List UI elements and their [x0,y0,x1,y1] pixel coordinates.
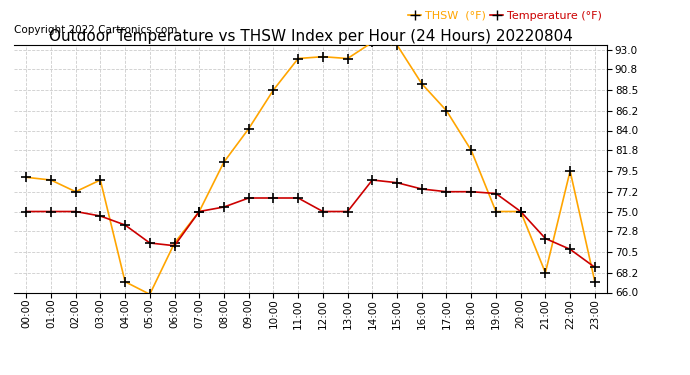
THSW  (°F) [442,108,451,113]
Temperature (°F) [368,178,377,182]
THSW  (°F) [146,292,154,297]
THSW  (°F) [541,270,549,275]
Temperature (°F) [442,189,451,194]
THSW  (°F) [220,160,228,164]
THSW  (°F) [22,175,30,180]
THSW  (°F) [47,178,55,182]
Line: Temperature (°F): Temperature (°F) [21,175,600,272]
Temperature (°F) [47,209,55,214]
THSW  (°F) [96,178,104,182]
THSW  (°F) [294,56,302,61]
THSW  (°F) [467,148,475,153]
Temperature (°F) [146,241,154,245]
THSW  (°F) [566,169,574,173]
Temperature (°F) [492,191,500,196]
Line: THSW  (°F): THSW (°F) [21,38,600,299]
Temperature (°F) [344,209,352,214]
Temperature (°F) [393,180,401,185]
Temperature (°F) [319,209,327,214]
Temperature (°F) [417,187,426,191]
THSW  (°F) [368,40,377,45]
Temperature (°F) [467,189,475,194]
Temperature (°F) [591,265,599,270]
Temperature (°F) [195,209,204,214]
THSW  (°F) [72,189,80,194]
THSW  (°F) [244,126,253,131]
Title: Outdoor Temperature vs THSW Index per Hour (24 Hours) 20220804: Outdoor Temperature vs THSW Index per Ho… [48,29,573,44]
Temperature (°F) [517,209,525,214]
THSW  (°F) [393,43,401,47]
THSW  (°F) [591,279,599,284]
Temperature (°F) [96,214,104,218]
THSW  (°F) [344,56,352,61]
Temperature (°F) [22,209,30,214]
Temperature (°F) [294,196,302,200]
THSW  (°F) [417,81,426,86]
THSW  (°F) [170,241,179,245]
Text: Copyright 2022 Cartronics.com: Copyright 2022 Cartronics.com [14,25,177,35]
THSW  (°F) [269,88,277,92]
THSW  (°F) [195,209,204,214]
Temperature (°F) [566,247,574,252]
THSW  (°F) [319,54,327,59]
Temperature (°F) [269,196,277,200]
Temperature (°F) [121,223,129,227]
Temperature (°F) [220,205,228,209]
THSW  (°F) [517,209,525,214]
Temperature (°F) [541,236,549,241]
THSW  (°F) [492,209,500,214]
Temperature (°F) [170,243,179,248]
Legend: THSW  (°F), Temperature (°F): THSW (°F), Temperature (°F) [408,11,602,21]
Temperature (°F) [244,196,253,200]
Temperature (°F) [72,209,80,214]
THSW  (°F) [121,279,129,284]
